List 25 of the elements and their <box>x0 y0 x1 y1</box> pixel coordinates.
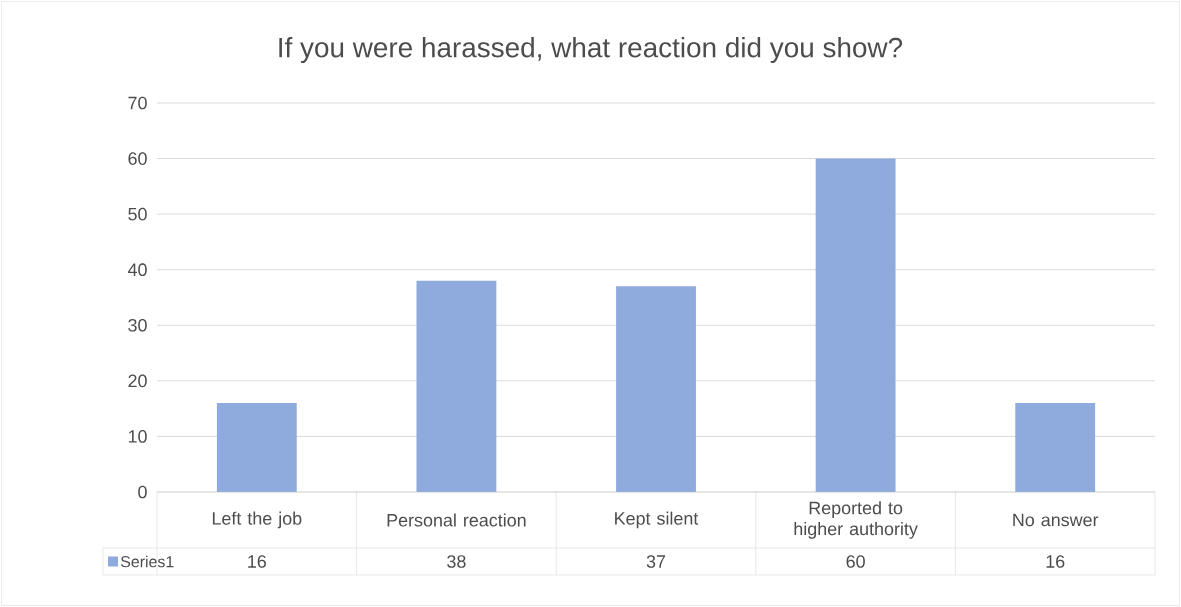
x-tick-label: Reported to higher authority <box>794 501 918 539</box>
y-tick-label: 0 <box>138 485 147 499</box>
data-label: 38 <box>447 555 466 568</box>
y-tick-label: 40 <box>127 263 147 277</box>
y-tick-label: 20 <box>128 374 147 388</box>
bar <box>815 158 896 492</box>
bar <box>416 280 497 492</box>
x-tick-label: Left the job <box>212 511 302 529</box>
y-tick-label: 50 <box>128 207 147 221</box>
data-label: 60 <box>846 555 865 568</box>
y-tick-label: 30 <box>128 318 147 332</box>
data-label: 16 <box>1046 555 1065 568</box>
y-tick-label: 60 <box>128 152 147 165</box>
y-tick-label: 70 <box>128 96 147 110</box>
bar <box>616 286 696 492</box>
x-tick-label: Personal reaction <box>387 513 526 527</box>
y-tick-label: 10 <box>128 430 147 443</box>
bar <box>216 403 297 492</box>
chart-title: If you were harassed, what reaction did you show? <box>279 37 903 63</box>
bar <box>1015 403 1096 492</box>
data-label: 37 <box>646 555 666 568</box>
data-label: 16 <box>248 555 266 568</box>
legend-label: Series1 <box>120 555 174 568</box>
x-tick-label: Kept silent <box>615 511 699 529</box>
x-tick-label: No answer <box>1013 513 1099 527</box>
